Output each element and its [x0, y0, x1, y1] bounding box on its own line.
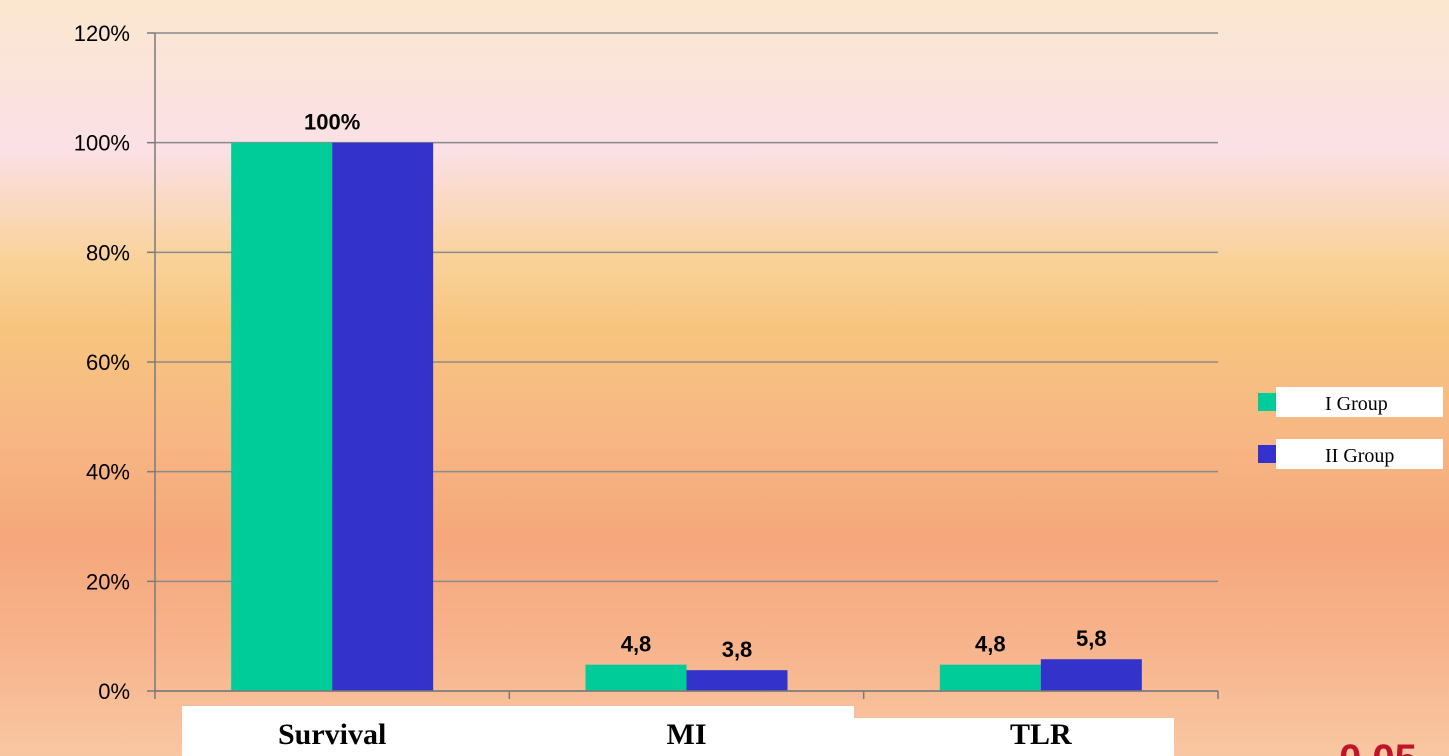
category-label-band	[854, 718, 1174, 756]
corner-text: 0,05	[1339, 737, 1417, 756]
bar-ii-group-survival	[332, 142, 434, 691]
bar-i-group-survival	[231, 142, 333, 691]
y-axis: 0% 20% 40% 60% 80% 100% 120%	[74, 21, 156, 704]
data-labels: 100% 4,8 3,8 4,8 5,8	[304, 110, 1107, 662]
x-axis: Survival MI TLR	[154, 690, 1219, 756]
bar-ii-group-mi	[686, 670, 788, 691]
bars	[231, 142, 1142, 691]
data-label: 100%	[304, 110, 360, 135]
bar-i-group-tlr	[939, 664, 1041, 691]
y-tick-label: 120%	[74, 21, 130, 46]
category-label: MI	[667, 718, 707, 751]
legend-swatch	[1258, 393, 1276, 411]
y-tick-label: 60%	[86, 350, 130, 375]
y-tick-label: 100%	[74, 131, 130, 156]
data-label: 3,8	[722, 637, 753, 662]
category-label: TLR	[1010, 718, 1072, 751]
data-label: 4,8	[975, 632, 1006, 657]
legend: I Group II Group	[1258, 387, 1443, 469]
legend-swatch	[1258, 445, 1276, 463]
category-label-band	[182, 706, 854, 756]
y-tick-label: 80%	[86, 240, 130, 265]
y-tick-label: 0%	[98, 679, 130, 704]
legend-label-box	[1276, 439, 1443, 469]
bar-ii-group-tlr	[1040, 659, 1142, 691]
y-tick-label: 40%	[86, 460, 130, 485]
legend-label: I Group	[1325, 393, 1388, 415]
bar-i-group-mi	[585, 664, 687, 691]
y-tick-label: 20%	[86, 569, 130, 594]
category-label: Survival	[278, 718, 386, 751]
legend-label-box	[1276, 387, 1443, 417]
data-label: 5,8	[1076, 626, 1107, 651]
legend-label: II Group	[1325, 445, 1394, 467]
data-label: 4,8	[621, 632, 652, 657]
